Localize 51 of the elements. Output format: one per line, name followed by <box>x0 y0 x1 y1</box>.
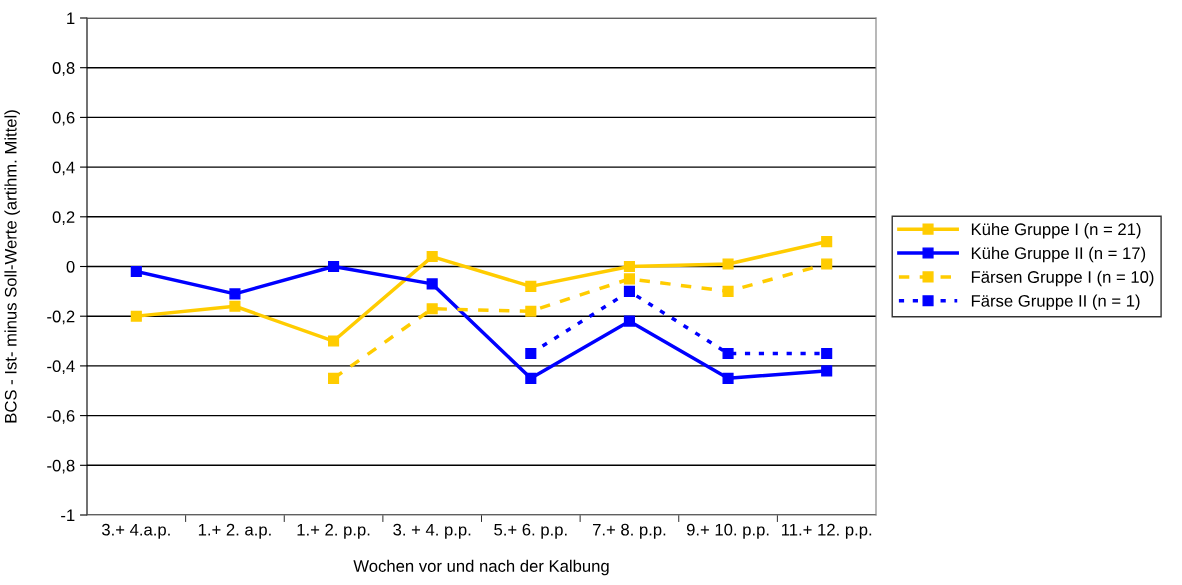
point <box>623 260 635 273</box>
y-tick-label: 0,2 <box>52 211 75 225</box>
point <box>426 251 438 263</box>
point <box>328 335 340 347</box>
legend-label: Kühe Gruppe I (n = 21) <box>971 222 1141 239</box>
point <box>525 347 537 360</box>
x-tick-label: 5.+ 6. p.p. <box>494 523 567 539</box>
point <box>130 310 142 322</box>
point <box>229 300 241 312</box>
point <box>821 258 833 270</box>
point <box>623 315 635 327</box>
y-tick-label: -0,8 <box>47 459 75 474</box>
x-tick-label: 3.+ 4.a.p. <box>101 523 170 539</box>
y-tick-label: -0,4 <box>47 360 75 375</box>
x-tick-label: 9.+ 10. p.p. <box>686 523 769 539</box>
x-tick-label: 3. + 4. p.p. <box>393 523 471 539</box>
legend-label: Färse Gruppe II (n = 1) <box>971 294 1140 311</box>
x-tick-label: 1.+ 2. a.p. <box>198 523 271 539</box>
point <box>623 285 635 297</box>
y-axis-title: BCS - Ist- minus Soll-Werte (artihm. Mittel) <box>4 110 20 423</box>
point <box>229 288 241 300</box>
point <box>426 303 438 315</box>
legend-label: Kühe Gruppe II (n = 17) <box>971 246 1146 263</box>
y-tick-label: -0,6 <box>47 410 75 424</box>
x-tick-label: 1.+ 2. p.p. <box>297 523 370 539</box>
point <box>821 365 833 377</box>
point <box>426 278 438 290</box>
x-axis-title: Wochen vor und nach der Kalbung <box>353 559 609 576</box>
point <box>623 273 635 285</box>
y-tick-label: 0,4 <box>52 161 75 176</box>
point <box>130 265 142 278</box>
y-tick-label: 0,6 <box>52 111 75 126</box>
x-tick-label: 7.+ 8. p.p. <box>593 523 666 539</box>
point <box>525 305 537 317</box>
point <box>328 372 340 384</box>
point <box>821 236 833 248</box>
point <box>525 280 537 292</box>
point <box>722 372 734 384</box>
point <box>722 347 734 360</box>
y-tick-label: -1 <box>61 509 75 522</box>
legend-label: Färsen Gruppe I (n = 10) <box>971 270 1154 287</box>
x-tick-label: 11.+ 12. p.p. <box>782 523 872 539</box>
y-tick-label: 0,8 <box>52 62 75 76</box>
point <box>525 372 537 384</box>
point <box>722 285 734 297</box>
y-tick-label: 1 <box>67 12 75 25</box>
y-tick-label: 0 <box>66 260 75 273</box>
point <box>328 260 340 273</box>
point <box>722 258 734 270</box>
point <box>821 347 833 360</box>
y-tick-label: -0,2 <box>47 310 75 325</box>
